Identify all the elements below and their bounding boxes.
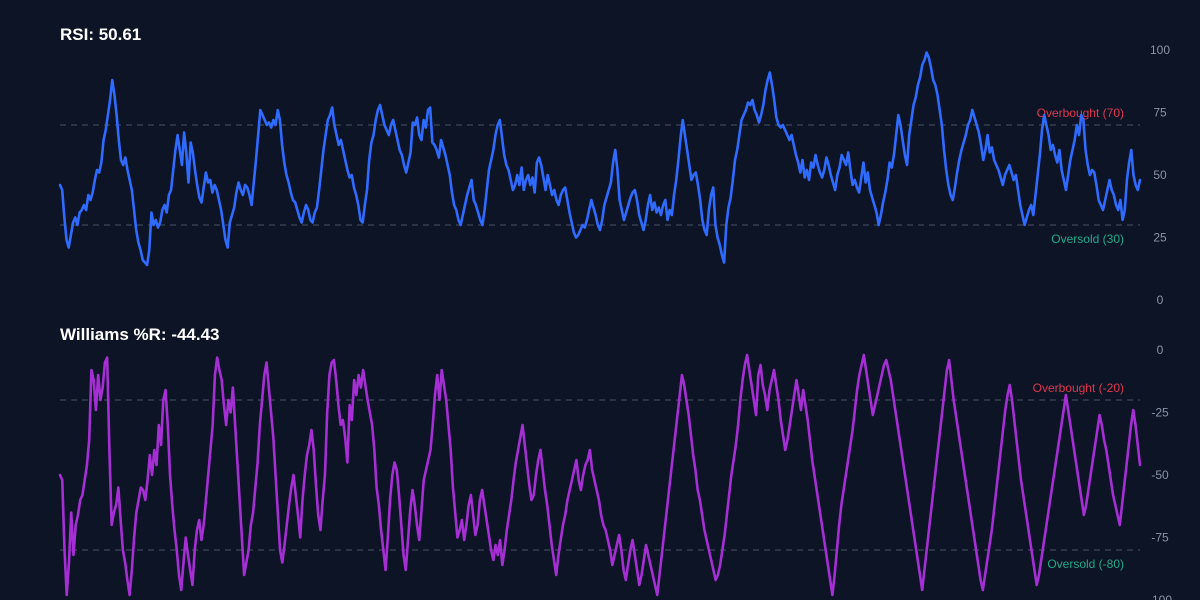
williams-oversold-label: Oversold (-80) xyxy=(1047,557,1124,571)
williams-title: Williams %R: -44.43 xyxy=(60,325,220,344)
rsi-oversold-label: Oversold (30) xyxy=(1051,232,1124,246)
williams-tick-label: -75 xyxy=(1151,531,1169,545)
williams-tick-label: 0 xyxy=(1157,343,1164,357)
rsi-tick-label: 25 xyxy=(1153,231,1167,245)
williams-tick-label: -25 xyxy=(1151,406,1169,420)
williams-tick-label: -100 xyxy=(1148,593,1172,600)
williams-series-line xyxy=(58,353,1142,597)
rsi-title: RSI: 50.61 xyxy=(60,25,141,44)
rsi-tick-label: 100 xyxy=(1150,43,1170,57)
rsi-overbought-label: Overbought (70) xyxy=(1037,106,1124,120)
williams-overbought-label: Overbought (-20) xyxy=(1033,381,1124,395)
rsi-tick-label: 50 xyxy=(1153,168,1167,182)
rsi-tick-label: 0 xyxy=(1157,293,1164,307)
rsi-series-line xyxy=(58,51,1142,267)
williams-tick-label: -50 xyxy=(1151,468,1169,482)
rsi-tick-label: 75 xyxy=(1153,106,1167,120)
